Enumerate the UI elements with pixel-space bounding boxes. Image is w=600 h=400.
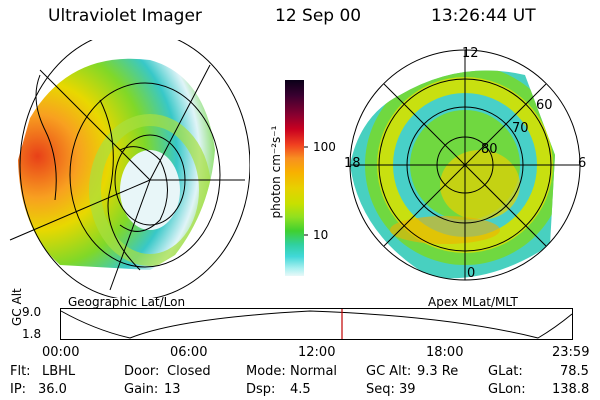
time-tick-1200: 12:00 xyxy=(298,345,336,360)
gain-value: 13 xyxy=(164,382,181,397)
gain-label: Gain: xyxy=(124,382,159,397)
gc-alt-label: GC Alt: xyxy=(366,364,412,379)
instrument-title: Ultraviolet Imager xyxy=(48,6,202,26)
time-tick-1800: 18:00 xyxy=(426,345,464,360)
door-label: Door: xyxy=(124,364,160,379)
mlt-label-dusk: 18 xyxy=(344,156,361,171)
left-panel-caption: Geographic Lat/Lon xyxy=(68,295,186,309)
lat-label-80: 80 xyxy=(481,142,498,157)
door-value: Closed xyxy=(167,364,211,379)
right-panel-caption: Apex MLat/MLT xyxy=(428,295,518,309)
mlt-label-dawn: 6 xyxy=(578,156,587,171)
geographic-auroral-image xyxy=(9,40,250,298)
observation-date: 12 Sep 00 xyxy=(275,6,362,26)
time-tick-2359: 23:59 xyxy=(552,345,590,360)
glat-label: GLat: xyxy=(488,364,523,379)
time-tick-0600: 06:00 xyxy=(170,345,208,360)
gc-alt-value: 9.3 Re xyxy=(417,364,459,379)
colorbar-unit-label: photon cm⁻²s⁻¹ xyxy=(269,125,283,219)
mode-label: Mode: xyxy=(246,364,286,379)
mode-value: Normal xyxy=(290,364,338,379)
glon-value: 138.8 xyxy=(552,382,590,397)
observation-time: 13:26:44 UT xyxy=(431,6,536,26)
dsp-label: Dsp: xyxy=(246,382,276,397)
filter-value: LBHL xyxy=(42,364,76,379)
colorbar-tick-100: 100 xyxy=(313,140,336,154)
dsp-value: 4.5 xyxy=(290,382,311,397)
ip-label: IP: xyxy=(10,382,27,397)
ip-value: 36.0 xyxy=(38,382,67,397)
altitude-orbit-plot xyxy=(60,308,573,340)
lat-label-70: 70 xyxy=(512,121,529,136)
time-tick-0000: 00:00 xyxy=(42,345,80,360)
seq-value: 39 xyxy=(399,382,416,397)
altitude-tick-low: 1.8 xyxy=(22,327,42,341)
filter-label: Flt: xyxy=(10,364,31,379)
altitude-tick-high: 9.0 xyxy=(22,305,42,319)
seq-label: Seq: xyxy=(366,382,395,397)
lat-label-60: 60 xyxy=(536,98,553,113)
glat-value: 78.5 xyxy=(560,364,589,379)
intensity-colorbar xyxy=(285,80,308,276)
glon-label: GLon: xyxy=(488,382,526,397)
mlt-label-noon: 12 xyxy=(462,46,479,61)
magnetic-polar-plot xyxy=(349,49,581,281)
colorbar-tick-10: 10 xyxy=(313,228,329,242)
mlt-label-midnight: 0 xyxy=(467,266,476,281)
